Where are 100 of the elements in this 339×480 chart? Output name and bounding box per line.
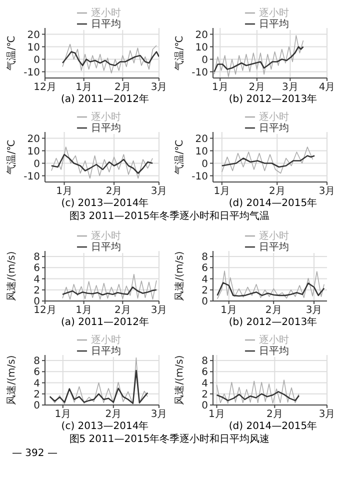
x-tick-label: 2月 [106,186,122,198]
caption: 图3 2011—2015年冬季逐小时和日平均气温 [68,211,271,223]
y-tick-label: 4 [202,378,208,390]
y-tick-label: 4 [34,274,40,286]
x-tick-label: 3月 [282,82,298,94]
line-series [49,370,148,404]
x-tick-label: 3月 [150,409,168,420]
y-tick-label: 2 [34,389,40,400]
y-tick-label: 6 [34,263,40,274]
x-tick-label: 1月 [212,82,228,94]
y-tick-label: 6 [202,263,208,274]
y-tick-label: 10 [195,146,208,158]
y-tick-label: 6 [202,367,208,378]
line-series [62,44,157,74]
x-tick-label: 2月 [248,82,266,94]
line-series [214,35,304,78]
y-tick-label: 4 [202,274,208,286]
y-tick-label: 8 [34,356,40,368]
line-series [62,274,157,300]
line-series [50,154,154,174]
y-tick-label: 0 [202,54,208,66]
legend-label: 逐小时 [259,8,289,19]
legend-label: 逐小时 [91,335,121,346]
x-tick-label: 2月 [114,82,131,94]
y-tick-label: -10 [24,67,40,78]
x-axis-title: (c) 2013—2014年 [60,198,150,210]
legend-label: 日平均 [259,346,289,357]
y-tick-label: 20 [27,30,40,41]
legend-label: 逐小时 [259,112,289,123]
y-tick-label: 4 [34,378,40,390]
legend-label: 逐小时 [91,8,121,19]
y-axis-title: 气温/℃ [6,140,18,174]
line-series [221,155,316,168]
y-tick-label: 0 [202,400,208,412]
y-tick-label: 8 [34,252,40,264]
x-tick-label: 1月 [214,186,230,198]
x-tick-label: 3月 [150,305,168,316]
line-series [216,282,325,297]
y-axis-title: 风速/(m/s) [174,355,186,405]
y-tick-label: -10 [192,171,208,182]
y-axis-title: 气温/℃ [174,140,186,174]
x-tick-label: 1月 [76,305,92,316]
x-axis-title: (b) 2012—2013年 [228,317,318,329]
x-axis-title: (c) 2013—2014年 [60,421,150,433]
y-tick-label: 10 [27,42,40,54]
y-tick-label: 6 [34,367,40,378]
line-series [216,380,300,404]
legend-label: 日平均 [91,123,121,134]
y-axis-title: 风速/(m/s) [6,251,18,301]
y-tick-label: 2 [34,285,40,296]
y-tick-label: 0 [34,400,40,412]
line-series [214,46,304,72]
x-tick-label: 3月 [318,186,336,198]
caption: 图5 2011—2015年冬季逐小时和日平均风速 [68,434,271,446]
x-axis-title: (b) 2012—2013年 [228,94,318,106]
y-tick-label: 0 [202,296,208,308]
x-tick-label: 2月 [266,409,283,420]
x-tick-label: 3月 [150,82,168,94]
x-axis-title: (d) 2014—2015年 [228,198,318,210]
legend-label: 逐小时 [91,112,121,123]
y-tick-label: 20 [195,134,208,145]
y-axis-title: 风速/(m/s) [174,251,186,301]
y-tick-label: 2 [202,285,208,296]
y-tick-label: 10 [195,42,208,54]
x-tick-label: 1月 [54,409,72,420]
y-tick-label: 0 [34,158,40,170]
y-tick-label: 10 [27,146,40,158]
legend-label: 日平均 [259,19,289,30]
x-tick-label: 2月 [114,305,131,316]
x-axis-title: (a) 2011—2012年 [60,94,150,106]
y-tick-label: 20 [27,134,40,145]
legend-label: 逐小时 [91,231,121,242]
x-tick-label: 1月 [56,186,72,198]
legend-label: 逐小时 [259,335,289,346]
y-tick-label: -10 [192,67,208,78]
x-tick-label: 2月 [268,186,286,198]
legend-label: 日平均 [91,242,121,253]
y-tick-label: 8 [202,356,208,368]
y-tick-label: 0 [202,158,208,170]
legend-label: 逐小时 [259,231,289,242]
y-axis-title: 气温/℃ [6,36,18,70]
legend-label: 日平均 [259,123,289,134]
x-tick-label: 1月 [208,409,225,420]
x-tick-label: 3月 [150,186,168,198]
x-axis-title: (d) 2014—2015年 [228,421,318,433]
y-axis-title: 风速/(m/s) [6,355,18,405]
line-series [216,391,300,402]
legend-label: 日平均 [91,19,121,30]
line-series [62,51,159,66]
text: — 392 — [11,448,58,460]
line-series [51,146,153,179]
x-tick-label: 2月 [265,305,282,316]
x-axis-title: (a) 2011—2012年 [60,317,150,329]
y-tick-label: 8 [202,252,208,264]
x-tick-label: 1月 [76,82,92,94]
y-tick-label: 20 [195,30,208,41]
y-tick-label: -10 [24,171,40,182]
y-tick-label: 2 [202,389,208,400]
x-tick-label: 12月 [34,305,56,316]
legend-label: 日平均 [259,242,289,253]
